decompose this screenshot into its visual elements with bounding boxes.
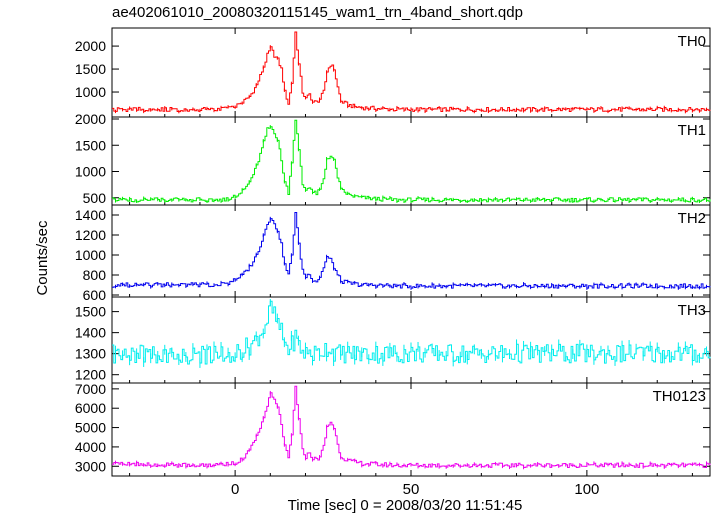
y-tick-label: 800	[83, 267, 107, 283]
x-tick-label: 100	[574, 481, 599, 498]
panel-frame	[111, 296, 711, 384]
y-axis-label: Counts/sec	[34, 220, 51, 296]
series-label-th1: TH1	[678, 122, 706, 139]
series-line-th1	[112, 119, 711, 203]
y-tick-label: 1000	[75, 84, 106, 100]
y-tick-label: 1200	[75, 367, 106, 383]
y-tick-label: 600	[83, 287, 107, 303]
panel-th0123: 3000 4000 5000 6000 7000 TH0123	[75, 381, 711, 477]
series-line-th3	[112, 300, 711, 365]
y-tick-label: 1500	[75, 61, 106, 77]
y-tick-label: 2000	[75, 111, 106, 127]
panel-frame	[111, 116, 711, 206]
series-line-th0123	[112, 385, 711, 468]
y-tick-label: 500	[83, 190, 107, 206]
x-tick-label: 50	[403, 481, 420, 498]
y-tick-label: 7000	[75, 381, 106, 397]
y-tick-label: 4000	[75, 439, 106, 455]
panel-th3: 1200 1300 1400 1500 TH3	[75, 296, 711, 384]
y-tick-label: 1500	[75, 304, 106, 320]
x-tick-label: 0	[231, 481, 239, 498]
chart-title: ae402061010_20080320115145_wam1_trn_4ban…	[112, 4, 523, 21]
y-tick-label: 1500	[75, 137, 106, 153]
panel-th1: 500 1000 1500 2000 TH1	[75, 111, 711, 206]
series-label-th0: TH0	[678, 33, 706, 50]
panels-group: 1000 1500 2000 TH0 500 1000 1500 2000 TH1 600 800 1…	[75, 27, 711, 477]
x-axis-ticks: 0 50 100	[231, 481, 599, 498]
panel-th0: 1000 1500 2000 TH0	[75, 27, 711, 118]
y-tick-label: 6000	[75, 400, 106, 416]
series-line-th0	[112, 31, 711, 113]
panel-frame	[111, 382, 711, 477]
series-line-th2	[112, 212, 711, 289]
series-label-th2: TH2	[678, 210, 706, 227]
y-tick-label: 1400	[75, 207, 106, 223]
y-tick-label: 2000	[75, 38, 106, 54]
y-tick-label: 1300	[75, 346, 106, 362]
y-tick-label: 1000	[75, 164, 106, 180]
y-tick-label: 1400	[75, 325, 106, 341]
y-tick-label: 1000	[75, 247, 106, 263]
series-label-th3: TH3	[678, 302, 706, 319]
series-label-th0123: TH0123	[653, 388, 706, 405]
panel-th2: 600 800 1000 1200 1400 TH2	[75, 204, 711, 303]
x-axis-label: Time [sec] 0 = 2008/03/20 11:51:45	[288, 497, 523, 514]
y-tick-label: 3000	[75, 458, 106, 474]
y-tick-label: 1200	[75, 227, 106, 243]
y-tick-label: 5000	[75, 420, 106, 436]
panel-frame	[111, 27, 711, 118]
